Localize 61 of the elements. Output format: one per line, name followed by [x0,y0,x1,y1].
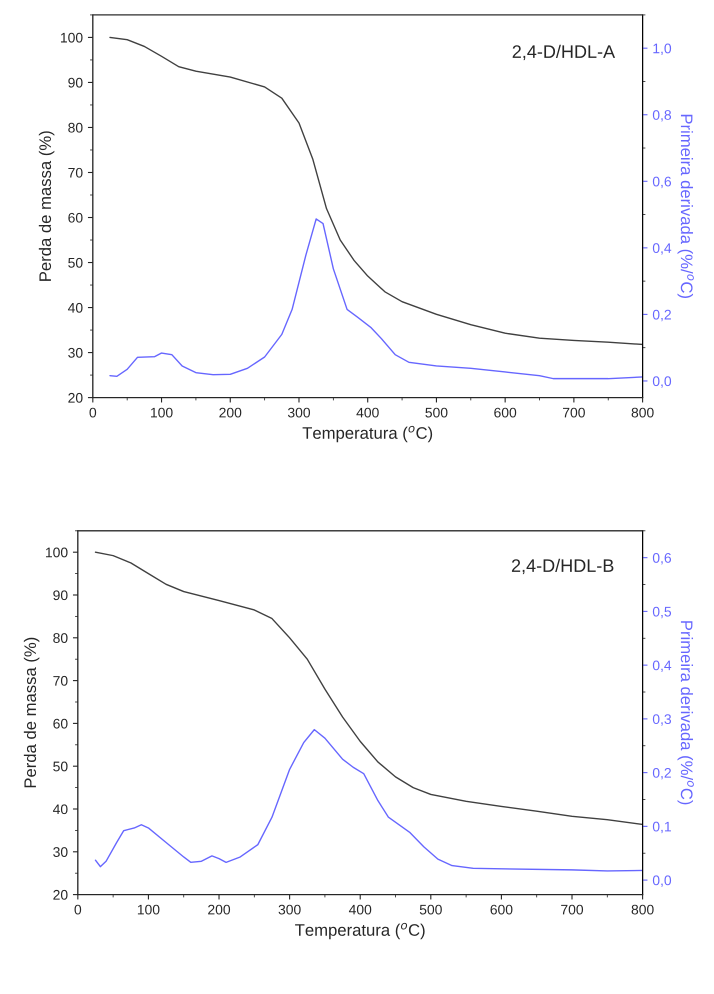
line-series [94,728,643,872]
line-series [94,552,643,826]
y-tick-label: 50 [53,762,68,772]
y-tick-label: 40 [52,804,68,814]
y-tick-label: 70 [53,676,68,686]
line-series [109,36,643,346]
y2-tick-label: 0,4 [652,243,672,255]
x-tick-label: 500 [425,408,448,418]
y-tick-label: 40 [68,302,83,313]
x-tick-label: 700 [563,408,585,418]
y-tick-label: 30 [68,348,83,358]
x-tick-label: 200 [208,904,230,915]
y2-tick-label: 0,4 [652,660,672,672]
x-axis-title: Temperatura ($^{o}$C) [295,922,425,940]
x-axis-title: Temperatura ($^{o}$C) [302,426,432,442]
y2-tick-label: 0,6 [652,553,672,564]
y-tick-label: 70 [68,168,83,178]
x-tick-label: 300 [278,904,301,915]
annotation: 2,4-D/HDL-A [512,44,616,60]
y2-tick-label: 0,2 [652,310,671,322]
y2-tick-label: 0,0 [652,875,672,887]
x-tick-label: 800 [632,408,654,418]
y-tick-label: 20 [53,890,68,900]
y-tick-label: 60 [53,718,68,729]
x-tick-label: 800 [632,904,654,915]
x-tick-label: 100 [138,904,160,915]
y2-tick-label: 0,5 [652,606,672,618]
y-tick-label: 30 [53,847,68,857]
y-tick-label: 60 [68,212,83,223]
y2-tick-label: 0,2 [652,768,671,780]
line-series [109,218,643,380]
y2-tick-label: 0,6 [652,176,672,188]
x-tick-label: 400 [348,904,372,915]
x-tick-label: 300 [288,408,310,418]
x-tick-label: 700 [561,904,584,915]
y2-axis-title: Primeira derivada (%/$^{o}$C) [677,114,694,298]
y2-tick-label: 1,0 [653,44,672,55]
y2-tick-label: 0,1 [652,822,671,834]
x-tick-label: 500 [420,904,442,915]
annotation: 2,4-D/HDL-B [512,558,614,574]
y-axis-title: Perda de massa (%) [38,131,54,281]
x-tick-label: 0 [74,904,82,915]
y-tick-label: 90 [53,590,68,600]
y-axis-title: Perda de massa (%) [24,638,40,788]
x-tick-label: 200 [219,408,242,418]
x-tick-label: 600 [494,408,516,418]
y-tick-label: 90 [68,78,83,88]
x-tick-label: 100 [151,408,173,418]
y2-tick-label: 0,8 [652,110,672,122]
y-tick-label: 100 [60,32,83,43]
y2-tick-label: 0,3 [652,714,672,726]
y-tick-label: 80 [68,122,83,133]
x-tick-label: 0 [90,408,96,418]
y2-axis-title: Primeira derivada (%/$^{o}$C) [677,621,694,804]
y-tick-label: 100 [46,548,68,558]
y-tick-label: 80 [53,633,68,643]
y-tick-label: 20 [68,392,83,403]
x-tick-label: 600 [490,904,512,915]
y-tick-label: 50 [68,258,83,268]
x-tick-label: 400 [356,408,379,418]
y2-tick-label: 0,0 [652,376,672,388]
